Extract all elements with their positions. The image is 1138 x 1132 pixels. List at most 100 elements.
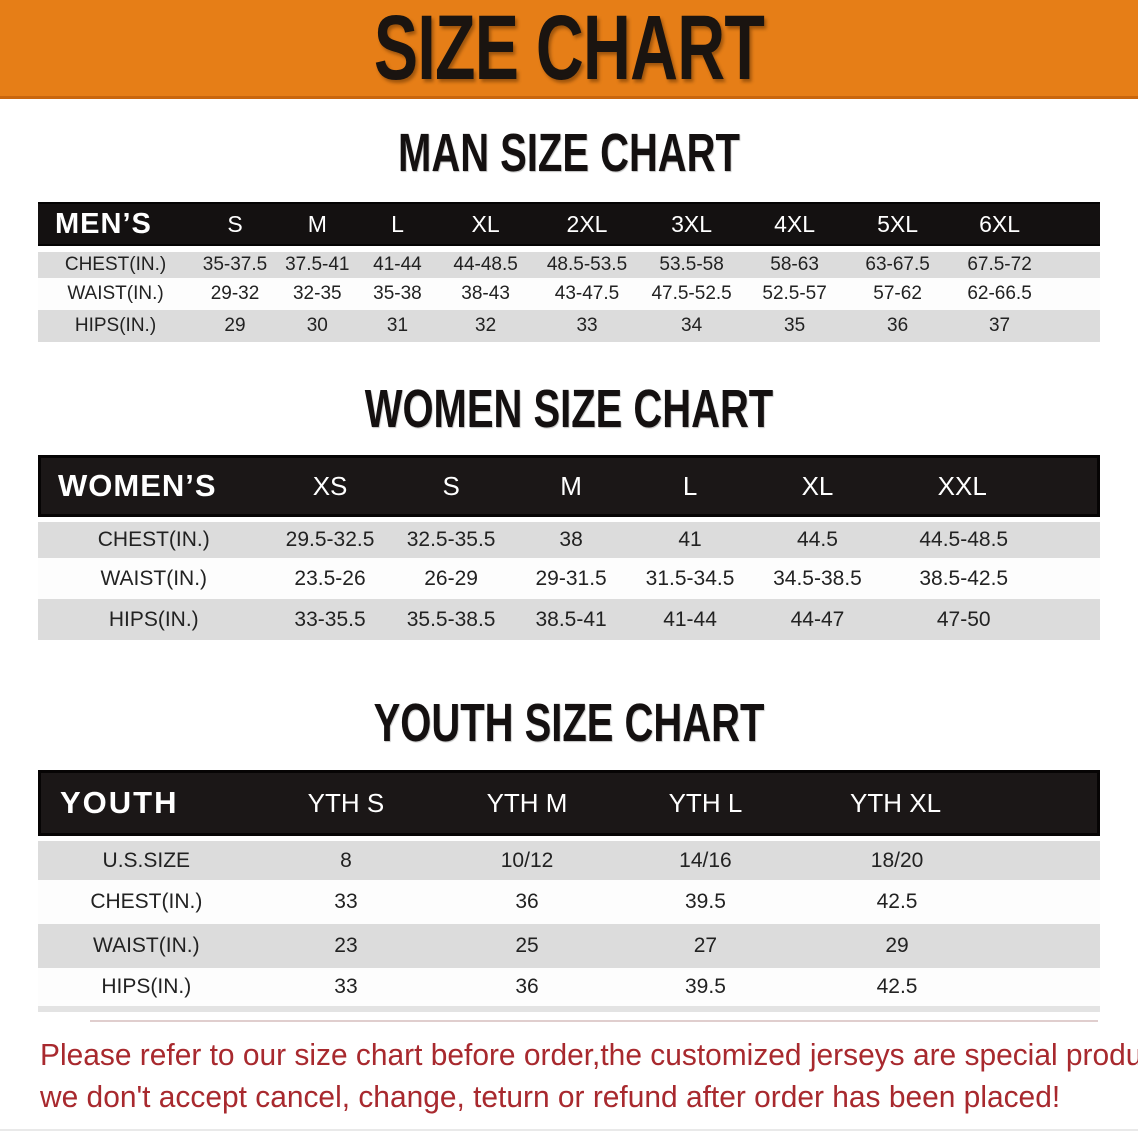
size-value: 53.5-58 (640, 246, 744, 278)
size-value: 43-47.5 (533, 278, 641, 310)
size-value: 38 (511, 517, 631, 558)
size-value: 38.5-41 (511, 599, 631, 640)
men-col-header: 4XL (743, 202, 847, 246)
youth-section-title-text: YOUTH SIZE CHART (373, 693, 765, 753)
men-chest-row: CHEST(IN.) 35-37.5 37.5-41 41-44 44-48.5… (38, 246, 1100, 278)
size-value: 32-35 (276, 278, 358, 310)
size-value: 35-38 (357, 278, 438, 310)
men-col-header: 5XL (846, 202, 950, 246)
size-value: 10/12 (437, 836, 617, 880)
men-col-header: XL (437, 202, 534, 246)
size-value: 63-67.5 (846, 246, 950, 278)
size-value: 44.5 (749, 517, 886, 558)
size-value: 41-44 (630, 599, 750, 640)
women-col-header: M (511, 455, 631, 517)
women-header-row: WOMEN’S XS S M L XL XXL (38, 455, 1100, 517)
size-value: 14/16 (616, 836, 795, 880)
size-value: 39.5 (616, 968, 795, 1012)
size-value: 23 (254, 924, 438, 968)
women-waist-row: WAIST(IN.) 23.5-26 26-29 29-31.5 31.5-34… (38, 558, 1100, 599)
size-value: 34.5-38.5 (749, 558, 886, 599)
youth-corner-label: YOUTH (38, 770, 255, 836)
youth-col-header: YTH S (254, 770, 438, 836)
youth-waist-row: WAIST(IN.) 23 25 27 29 (38, 924, 1100, 968)
women-chest-row: CHEST(IN.) 29.5-32.5 32.5-35.5 38 41 44.… (38, 517, 1100, 558)
size-value: 35 (743, 310, 847, 342)
row-label: U.S.SIZE (38, 836, 255, 880)
size-value: 38.5-42.5 (885, 558, 1100, 599)
size-value: 37 (949, 310, 1100, 342)
size-value: 41-44 (357, 246, 438, 278)
size-value: 44-48.5 (437, 246, 534, 278)
row-label: HIPS(IN.) (38, 599, 270, 640)
size-value: 47.5-52.5 (640, 278, 744, 310)
men-section-title-text: MAN SIZE CHART (398, 123, 740, 183)
women-col-header: XS (269, 455, 391, 517)
banner-title: SIZE CHART (373, 0, 765, 99)
size-value: 34 (640, 310, 744, 342)
row-label: WAIST(IN.) (38, 924, 255, 968)
size-value: 29-31.5 (511, 558, 631, 599)
men-waist-row: WAIST(IN.) 29-32 32-35 35-38 38-43 43-47… (38, 278, 1100, 310)
row-label: WAIST(IN.) (38, 278, 194, 310)
women-col-header: XXL (885, 455, 1100, 517)
men-col-header: 3XL (640, 202, 744, 246)
size-value: 52.5-57 (743, 278, 847, 310)
size-value: 29 (794, 924, 1100, 968)
row-label: CHEST(IN.) (38, 246, 194, 278)
women-col-header: S (390, 455, 512, 517)
size-value: 44-47 (749, 599, 886, 640)
size-value: 33 (254, 880, 438, 924)
size-value: 36 (846, 310, 950, 342)
size-value: 37.5-41 (276, 246, 358, 278)
bottom-edge-line (0, 1129, 1138, 1131)
size-value: 58-63 (743, 246, 847, 278)
women-col-header: XL (749, 455, 886, 517)
youth-hips-row: HIPS(IN.) 33 36 39.5 42.5 (38, 968, 1100, 1012)
women-section-title-text: WOMEN SIZE CHART (364, 379, 774, 439)
size-value: 41 (630, 517, 750, 558)
size-value: 29-32 (193, 278, 277, 310)
size-value: 36 (437, 880, 617, 924)
row-label: HIPS(IN.) (38, 310, 194, 342)
size-value: 33 (533, 310, 641, 342)
size-value: 39.5 (616, 880, 795, 924)
size-value: 31.5-34.5 (630, 558, 750, 599)
size-value: 33 (254, 968, 438, 1012)
women-hips-row: HIPS(IN.) 33-35.5 35.5-38.5 38.5-41 41-4… (38, 599, 1100, 640)
size-value: 26-29 (390, 558, 512, 599)
disclaimer-text: Please refer to our size chart before or… (40, 1034, 1138, 1118)
size-value: 27 (616, 924, 795, 968)
youth-section-title: YOUTH SIZE CHART (0, 696, 1138, 750)
youth-col-header: YTH L (616, 770, 795, 836)
size-value: 36 (437, 968, 617, 1012)
men-col-header: 6XL (949, 202, 1100, 246)
size-value: 32 (437, 310, 534, 342)
size-value: 33-35.5 (269, 599, 391, 640)
women-col-header: L (630, 455, 750, 517)
size-value: 35.5-38.5 (390, 599, 512, 640)
size-value: 35-37.5 (193, 246, 277, 278)
row-label: CHEST(IN.) (38, 880, 255, 924)
men-col-header: L (357, 202, 438, 246)
size-value: 44.5-48.5 (885, 517, 1100, 558)
men-section-title: MAN SIZE CHART (0, 126, 1138, 180)
row-label: WAIST(IN.) (38, 558, 270, 599)
disclaimer-line-1: Please refer to our size chart before or… (40, 1037, 1138, 1072)
women-corner-label: WOMEN’S (38, 455, 270, 517)
men-hips-row: HIPS(IN.) 29 30 31 32 33 34 35 36 37 (38, 310, 1100, 342)
size-value: 23.5-26 (269, 558, 391, 599)
divider-line (90, 1020, 1098, 1022)
size-value: 62-66.5 (949, 278, 1100, 310)
youth-col-header: YTH XL (794, 770, 1100, 836)
women-section-title: WOMEN SIZE CHART (0, 382, 1138, 436)
youth-chest-row: CHEST(IN.) 33 36 39.5 42.5 (38, 880, 1100, 924)
size-value: 31 (357, 310, 438, 342)
size-value: 29 (193, 310, 277, 342)
size-value: 25 (437, 924, 617, 968)
size-value: 42.5 (794, 968, 1100, 1012)
size-value: 29.5-32.5 (269, 517, 391, 558)
youth-col-header: YTH M (437, 770, 617, 836)
men-col-header: 2XL (533, 202, 641, 246)
size-value: 30 (276, 310, 358, 342)
